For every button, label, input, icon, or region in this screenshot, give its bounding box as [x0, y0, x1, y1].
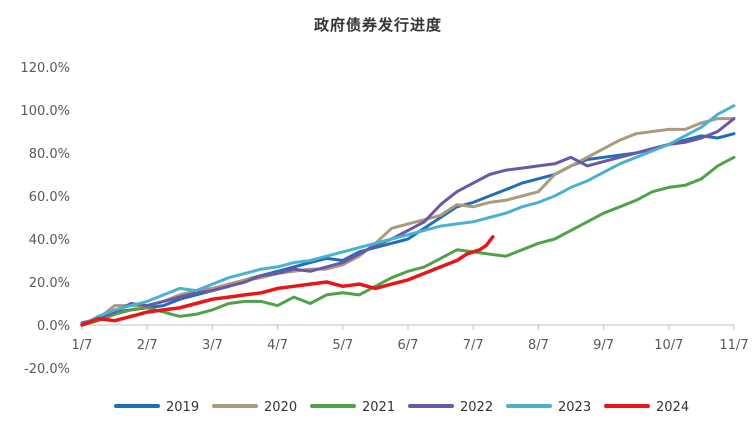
x-tick-label: 10/7	[654, 338, 683, 353]
series-lines	[80, 104, 736, 327]
x-tick-label: 9/7	[593, 338, 614, 353]
legend-item-2019: 2019	[114, 400, 199, 415]
legend-label: 2024	[656, 400, 689, 415]
y-tick-label: 60.0%	[29, 190, 70, 205]
x-tick-label: 3/7	[202, 338, 223, 353]
legend-label: 2021	[362, 400, 395, 415]
legend-item-2021: 2021	[310, 400, 395, 415]
series-line-2022	[80, 117, 736, 325]
y-tick-label: 100.0%	[20, 104, 70, 119]
legend-item-2024: 2024	[604, 400, 689, 415]
y-tick-label: -20.0%	[24, 362, 70, 377]
legend-label: 2023	[558, 400, 591, 415]
x-tick-label: 8/7	[528, 338, 549, 353]
legend-item-2022: 2022	[408, 400, 493, 415]
series-line-2021	[80, 155, 736, 327]
y-tick-label: 0.0%	[37, 319, 70, 334]
series-line-2023	[80, 104, 736, 327]
legend-item-2023: 2023	[506, 400, 591, 415]
x-tick-label: 7/7	[463, 338, 484, 353]
x-axis-ticks: 1/7 2/7 3/7 4/7 5/7 6/7 7/7 8/7 9/7 10/7 11/7	[72, 325, 749, 353]
x-tick-label: 11/7	[719, 338, 748, 353]
legend-label: 2022	[460, 400, 493, 415]
y-tick-label: 80.0%	[29, 147, 70, 162]
series-line-2020	[80, 117, 736, 327]
x-tick-label: 5/7	[332, 338, 353, 353]
x-tick-label: 2/7	[137, 338, 158, 353]
chart-title: 政府债券发行进度	[313, 16, 442, 34]
x-tick-label: 4/7	[267, 338, 288, 353]
y-tick-label: 40.0%	[29, 233, 70, 248]
y-tick-label: 20.0%	[29, 276, 70, 291]
series-line-2024	[80, 235, 495, 327]
legend: 2019 2020 2021 2022 2023 2024	[114, 400, 689, 415]
x-tick-label: 1/7	[72, 338, 93, 353]
y-tick-label: 120.0%	[20, 61, 70, 76]
legend-label: 2020	[264, 400, 297, 415]
legend-label: 2019	[166, 400, 199, 415]
legend-item-2020: 2020	[212, 400, 297, 415]
x-tick-label: 6/7	[398, 338, 419, 353]
y-axis-ticks: 120.0% 100.0% 80.0% 60.0% 40.0% 20.0% 0.0% -20.…	[20, 61, 70, 377]
